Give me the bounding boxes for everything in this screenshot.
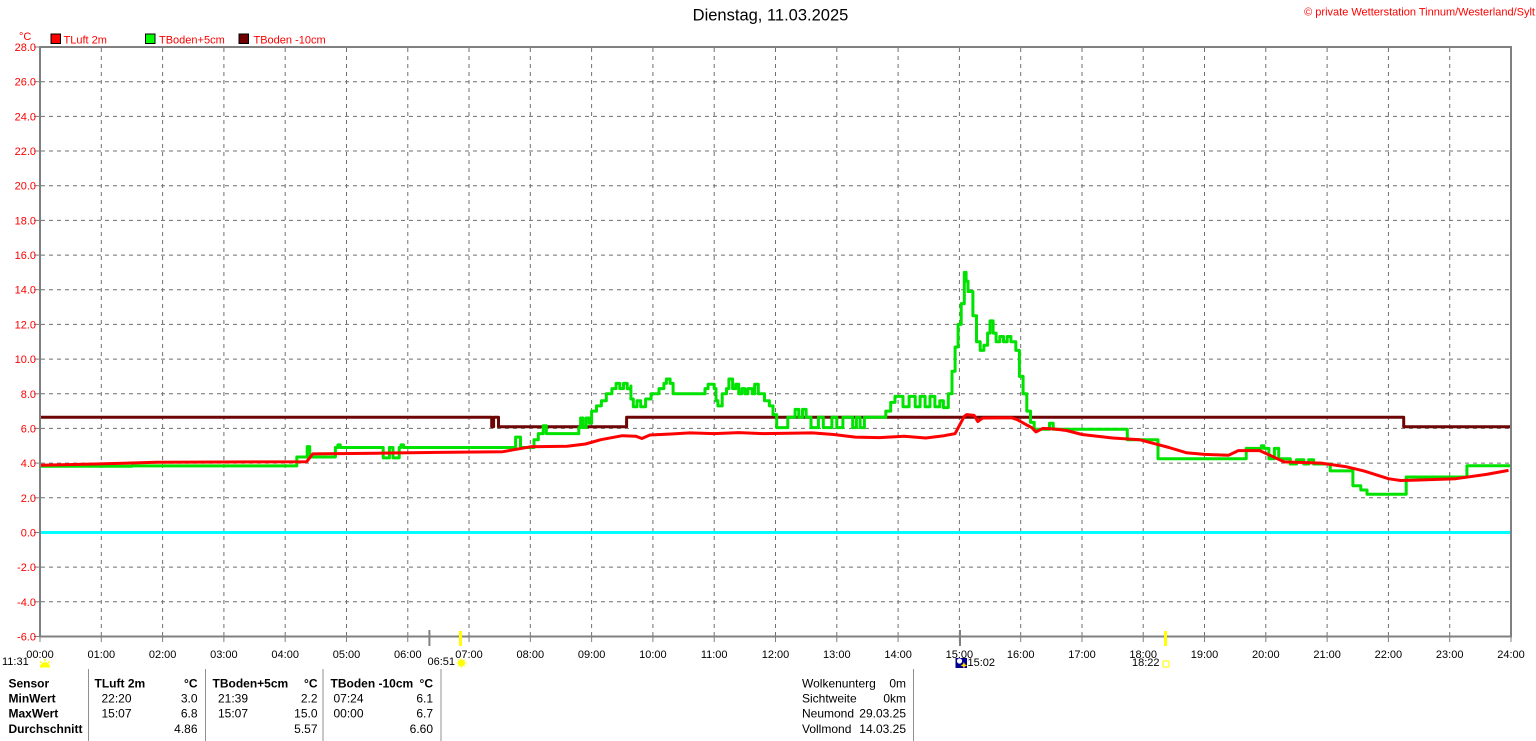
svg-text:20:00: 20:00 xyxy=(1252,649,1280,661)
svg-text:18:22: 18:22 xyxy=(1132,657,1160,669)
svg-text:8.0: 8.0 xyxy=(21,389,36,401)
svg-text:TLuft 2m: TLuft 2m xyxy=(64,35,107,47)
svg-text:03:00: 03:00 xyxy=(210,649,238,661)
svg-text:26.0: 26.0 xyxy=(15,77,36,89)
svg-text:15:07: 15:07 xyxy=(218,707,248,721)
svg-text:-2.0: -2.0 xyxy=(17,562,36,574)
svg-text:10:00: 10:00 xyxy=(639,649,667,661)
svg-text:06:51: 06:51 xyxy=(427,656,455,668)
svg-text:07:24: 07:24 xyxy=(334,692,364,706)
svg-text:24.0: 24.0 xyxy=(15,111,36,123)
svg-text:6.7: 6.7 xyxy=(416,707,433,721)
svg-text:TBoden -10cm: TBoden -10cm xyxy=(331,677,414,691)
svg-text:23:00: 23:00 xyxy=(1436,649,1464,661)
svg-text:22:20: 22:20 xyxy=(102,692,132,706)
svg-text:15:02: 15:02 xyxy=(968,657,996,669)
svg-text:24:00: 24:00 xyxy=(1497,649,1525,661)
svg-text:6.1: 6.1 xyxy=(416,692,433,706)
svg-text:15:07: 15:07 xyxy=(102,707,132,721)
svg-text:-6.0: -6.0 xyxy=(17,632,36,644)
svg-text:0.0: 0.0 xyxy=(21,528,36,540)
svg-text:22:00: 22:00 xyxy=(1375,649,1403,661)
svg-text:18:00: 18:00 xyxy=(1129,649,1157,661)
svg-text:20.0: 20.0 xyxy=(15,181,36,193)
svg-text:14.03.25: 14.03.25 xyxy=(859,722,906,736)
svg-text:17:00: 17:00 xyxy=(1068,649,1096,661)
svg-text:Sensor: Sensor xyxy=(9,677,50,691)
svg-text:10.0: 10.0 xyxy=(15,354,36,366)
svg-text:12:00: 12:00 xyxy=(762,649,790,661)
svg-text:22.0: 22.0 xyxy=(15,146,36,158)
svg-text:07:00: 07:00 xyxy=(455,649,483,661)
svg-text:21:00: 21:00 xyxy=(1313,649,1341,661)
svg-text:°C: °C xyxy=(19,31,31,43)
svg-text:Durchschnitt: Durchschnitt xyxy=(9,722,83,736)
svg-text:Dienstag, 11.03.2025: Dienstag, 11.03.2025 xyxy=(693,6,849,24)
svg-text:°C: °C xyxy=(420,677,434,691)
svg-text:08:00: 08:00 xyxy=(517,649,545,661)
svg-text:18.0: 18.0 xyxy=(15,215,36,227)
svg-text:06:00: 06:00 xyxy=(394,649,422,661)
svg-text:6.0: 6.0 xyxy=(21,423,36,435)
svg-text:6.60: 6.60 xyxy=(410,722,434,736)
svg-text:0m: 0m xyxy=(889,677,906,691)
svg-text:2.0: 2.0 xyxy=(21,493,36,505)
svg-text:Wolkenunterg: Wolkenunterg xyxy=(802,677,876,691)
svg-text:© private Wetterstation Tinnum: © private Wetterstation Tinnum/Westerlan… xyxy=(1304,6,1535,18)
svg-text:MaxWert: MaxWert xyxy=(9,707,59,721)
svg-text:0km: 0km xyxy=(883,692,906,706)
svg-text:15.0: 15.0 xyxy=(294,707,318,721)
svg-text:TLuft 2m: TLuft 2m xyxy=(95,677,146,691)
svg-text:-4.0: -4.0 xyxy=(17,597,36,609)
svg-text:Sichtweite: Sichtweite xyxy=(802,692,857,706)
svg-text:4.86: 4.86 xyxy=(174,722,198,736)
svg-text:6.8: 6.8 xyxy=(181,707,198,721)
svg-text:00:00: 00:00 xyxy=(334,707,364,721)
svg-text:02:00: 02:00 xyxy=(149,649,177,661)
svg-text:13:00: 13:00 xyxy=(823,649,851,661)
svg-text:4.0: 4.0 xyxy=(21,458,36,470)
svg-text:TBoden -10cm: TBoden -10cm xyxy=(254,35,326,47)
svg-text:5.57: 5.57 xyxy=(294,722,318,736)
svg-text:16:00: 16:00 xyxy=(1007,649,1035,661)
svg-text:11:31: 11:31 xyxy=(2,656,29,668)
svg-text:TBoden+5cm: TBoden+5cm xyxy=(213,677,289,691)
svg-text:°C: °C xyxy=(184,677,198,691)
svg-text:2.2: 2.2 xyxy=(301,692,318,706)
svg-text:16.0: 16.0 xyxy=(15,250,36,262)
svg-text:04:00: 04:00 xyxy=(271,649,299,661)
svg-text:21:39: 21:39 xyxy=(218,692,248,706)
svg-text:09:00: 09:00 xyxy=(578,649,606,661)
svg-text:19:00: 19:00 xyxy=(1191,649,1219,661)
svg-text:29.03.25: 29.03.25 xyxy=(859,707,906,721)
svg-text:12.0: 12.0 xyxy=(15,319,36,331)
svg-text:TBoden+5cm: TBoden+5cm xyxy=(159,35,225,47)
svg-text:00:00: 00:00 xyxy=(26,649,54,661)
svg-text:14.0: 14.0 xyxy=(15,285,36,297)
svg-text:°C: °C xyxy=(304,677,318,691)
svg-text:28.0: 28.0 xyxy=(15,42,36,54)
svg-text:Neumond: Neumond xyxy=(802,707,854,721)
svg-text:14:00: 14:00 xyxy=(884,649,912,661)
svg-text:05:00: 05:00 xyxy=(333,649,361,661)
svg-text:01:00: 01:00 xyxy=(88,649,116,661)
svg-text:Vollmond: Vollmond xyxy=(802,722,851,736)
svg-text:MinWert: MinWert xyxy=(9,692,56,706)
svg-text:11:00: 11:00 xyxy=(701,649,728,661)
svg-text:3.0: 3.0 xyxy=(181,692,198,706)
